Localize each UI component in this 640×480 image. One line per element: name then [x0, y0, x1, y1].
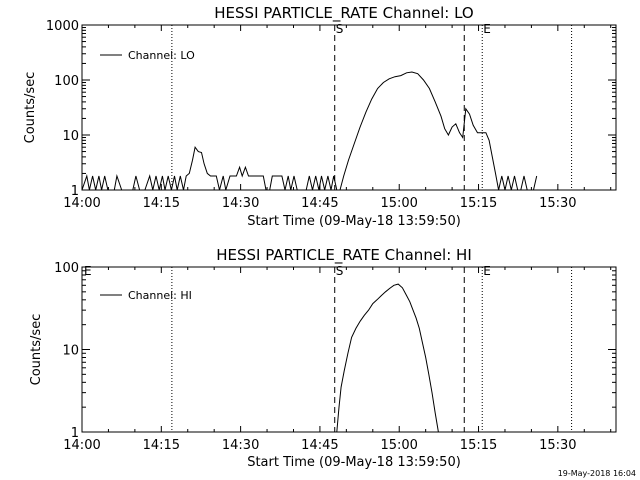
x-tick-label: 14:30	[222, 438, 259, 453]
y-axis-label: Counts/sec	[23, 72, 38, 144]
x-tick-label: 15:30	[539, 196, 576, 211]
marker-label: E	[483, 264, 491, 278]
marker-label: S	[336, 22, 344, 36]
x-tick-label: 15:15	[460, 438, 497, 453]
x-tick-label: 14:45	[301, 438, 338, 453]
marker-label: S	[336, 264, 344, 278]
y-tick-label: 100	[54, 261, 79, 276]
x-axis-label: Start Time (09-May-18 13:59:50)	[247, 455, 461, 470]
x-tick-label: 14:00	[63, 196, 100, 211]
x-tick-label: 15:30	[539, 438, 576, 453]
marker-label: E	[84, 264, 92, 278]
legend-label: Channel: HI	[128, 289, 192, 302]
x-tick-label: 14:00	[63, 438, 100, 453]
y-tick-label: 1	[71, 426, 79, 441]
plot-frame-1	[81, 24, 617, 191]
y-tick-label: 1000	[46, 19, 79, 34]
footer-timestamp: 19-May-2018 16:04	[558, 469, 636, 478]
x-axis-label: Start Time (09-May-18 13:59:50)	[247, 214, 461, 229]
y-tick-label: 1	[71, 184, 79, 199]
x-tick-label: 15:00	[380, 438, 417, 453]
y-tick-label: 10	[62, 129, 79, 144]
marker-label: E	[483, 22, 491, 36]
series-line-1-1	[81, 71, 538, 191]
chart-title-1: HESSI PARTICLE_RATE Channel: LO	[214, 4, 473, 23]
series-line-2-1	[336, 283, 439, 433]
y-tick-label: 100	[54, 74, 79, 89]
chart-title-2: HESSI PARTICLE_RATE Channel: HI	[216, 246, 472, 265]
x-tick-label: 14:45	[301, 196, 338, 211]
x-tick-label: 14:15	[143, 196, 180, 211]
y-axis-label: Counts/sec	[29, 314, 44, 386]
x-tick-label: 14:30	[222, 196, 259, 211]
x-tick-label: 15:15	[460, 196, 497, 211]
x-tick-label: 15:00	[380, 196, 417, 211]
x-tick-label: 14:15	[143, 438, 180, 453]
y-tick-label: 10	[62, 344, 79, 359]
legend-label: Channel: LO	[128, 49, 195, 62]
